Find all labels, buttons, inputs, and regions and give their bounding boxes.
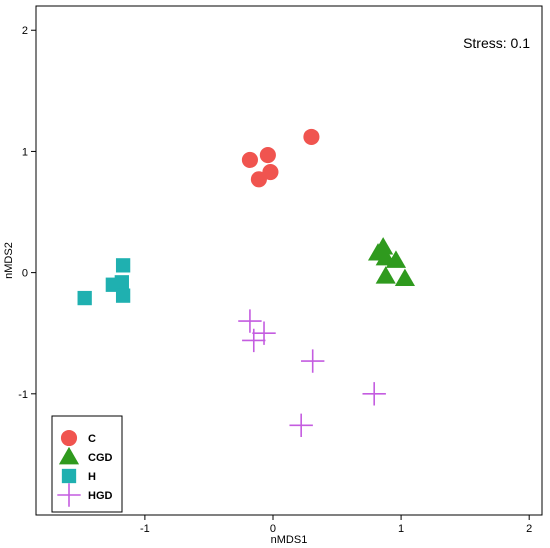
x-axis-ticks: -1 0 1 2 <box>140 515 532 535</box>
point-h <box>114 275 129 290</box>
point-c <box>303 128 320 145</box>
point-h <box>77 290 92 306</box>
x-tick-label: -1 <box>140 523 150 535</box>
legend-label: H <box>88 471 96 483</box>
legend-label: CGD <box>88 452 113 464</box>
legend-marker-c <box>60 429 78 447</box>
stress-annotation: Stress: 0.1 <box>463 35 530 51</box>
legend-label: C <box>88 433 96 445</box>
point-hgd <box>238 309 262 333</box>
point-hgd <box>362 382 386 406</box>
point-h <box>115 288 131 303</box>
x-tick-label: 1 <box>398 523 404 535</box>
point-c <box>262 163 279 181</box>
legend-label: HGD <box>88 490 113 502</box>
point-c <box>250 171 267 188</box>
legend-marker-h <box>61 468 77 484</box>
legend-marker-hgd <box>57 483 81 507</box>
y-axis-title: nMDS2 <box>3 242 15 279</box>
x-tick-label: 2 <box>526 523 532 535</box>
point-hgd <box>289 413 313 438</box>
y-tick-label: 1 <box>22 146 28 158</box>
point-c <box>241 151 258 168</box>
y-tick-label: 0 <box>22 268 28 280</box>
point-cgd <box>375 266 396 284</box>
point-cgd <box>385 250 407 268</box>
y-tick-label: -1 <box>18 389 28 401</box>
legend: C CGD H HGD <box>51 415 123 513</box>
point-hgd <box>252 321 276 345</box>
point-hgd <box>300 349 325 373</box>
point-c <box>259 147 276 164</box>
point-h <box>115 258 131 273</box>
plot-area-frame <box>35 5 543 516</box>
x-tick-label: 0 <box>270 523 276 535</box>
y-axis-ticks: -1 0 1 2 <box>18 25 36 401</box>
point-cgd <box>373 237 394 255</box>
point-cgd <box>394 268 416 286</box>
point-hgd <box>242 328 266 353</box>
x-axis-title: nMDS1 <box>271 534 308 546</box>
y-tick-label: 2 <box>22 25 28 37</box>
data-points <box>77 128 416 438</box>
legend-marker-cgd <box>58 446 80 465</box>
